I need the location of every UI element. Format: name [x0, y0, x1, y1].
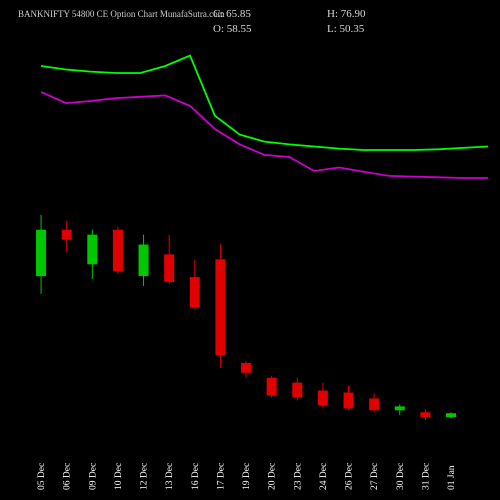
hloc-close-value: 65.85 [226, 8, 251, 20]
green-line [41, 56, 488, 151]
x-axis-label: 16 Dec [191, 463, 201, 490]
x-axis-label: 23 Dec [293, 463, 303, 490]
x-axis-label: 20 Dec [268, 463, 278, 490]
candle-body [267, 378, 277, 396]
candle-body [369, 398, 379, 410]
hloc-low: L: 50.35 [327, 23, 364, 35]
hloc-low-value: 50.35 [340, 23, 365, 35]
x-axis-label: 09 Dec [88, 463, 98, 490]
magenta-line [41, 92, 488, 178]
candle-body [190, 277, 200, 308]
hloc-high-value: 76.90 [341, 8, 366, 20]
x-axis-label: 17 Dec [216, 463, 226, 490]
hloc-close: C: 65.85 [213, 8, 251, 20]
candle-body [344, 393, 354, 409]
chart-title: BANKNIFTY 54800 CE Option Chart MunafaSu… [18, 9, 225, 19]
candle-body [318, 391, 328, 406]
x-axis-label: 13 Dec [165, 463, 175, 490]
x-axis-label: 31 Dec [421, 463, 431, 490]
candle-body [87, 235, 97, 265]
x-axis-label: 01 Jan [447, 465, 457, 490]
x-axis-label: 06 Dec [63, 463, 73, 490]
candle-body [139, 245, 149, 277]
x-axis-labels: 05 Dec 06 Dec 09 Dec 10 Dec 12 Dec 13 Dec 16 D… [37, 463, 457, 490]
hloc-open-value: 58.55 [227, 23, 252, 35]
candle-body [215, 259, 225, 355]
candle-body [420, 412, 430, 417]
hloc-open-label: O: [213, 23, 224, 35]
indicator-lines [41, 56, 488, 179]
x-axis-label: 30 Dec [396, 463, 406, 490]
x-axis-label: 10 Dec [114, 463, 124, 490]
x-axis-label: 19 Dec [242, 463, 252, 490]
hloc-low-label: L: [327, 23, 337, 35]
x-axis-label: 12 Dec [140, 463, 150, 490]
candlestick-series [36, 215, 456, 420]
candle-body [395, 406, 405, 410]
candle-body [113, 230, 123, 271]
hloc-open: O: 58.55 [213, 23, 252, 35]
option-chart-container: BANKNIFTY 54800 CE Option Chart MunafaSu… [0, 0, 500, 500]
chart-svg: 05 Dec 06 Dec 09 Dec 10 Dec 12 Dec 13 Dec 16 D… [0, 0, 500, 500]
x-axis-label: 05 Dec [37, 463, 47, 490]
candle-body [241, 363, 251, 373]
x-axis-label: 27 Dec [370, 463, 380, 490]
candle-body [292, 383, 302, 398]
candle-body [446, 413, 456, 417]
x-axis-label: 26 Dec [345, 463, 355, 490]
x-axis-label: 24 Dec [319, 463, 329, 490]
candle-body [36, 230, 46, 276]
candle-body [164, 254, 174, 282]
hloc-high-label: H: [327, 8, 338, 20]
candle-body [62, 230, 72, 240]
hloc-high: H: 76.90 [327, 8, 366, 20]
hloc-close-label: C: [213, 8, 223, 20]
